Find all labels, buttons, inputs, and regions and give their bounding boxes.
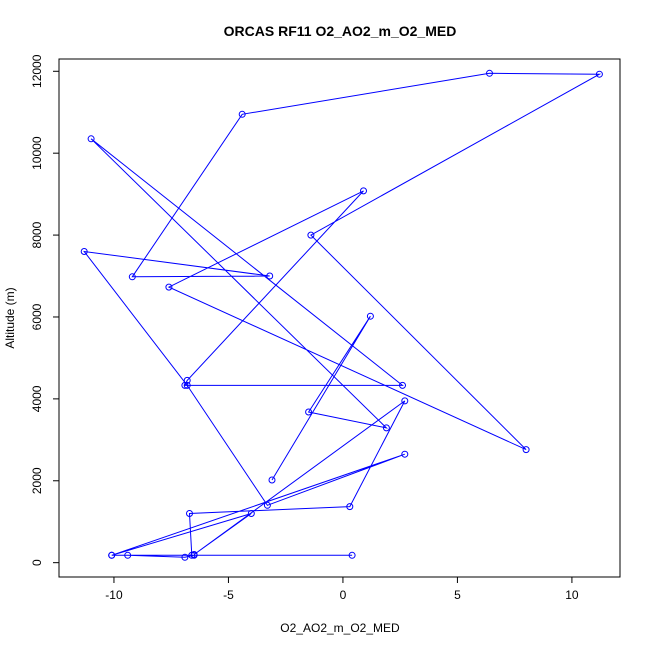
y-tick-label: 2000 (30, 467, 44, 494)
y-axis-label: Altitude (m) (3, 287, 17, 348)
series-layer (80, 69, 603, 561)
chart-title: ORCAS RF11 O2_AO2_m_O2_MED (224, 23, 457, 39)
data-point (190, 551, 198, 558)
y-axis: 0 2000 4000 6000 8000 10000 12000 (30, 54, 59, 566)
data-point (401, 397, 409, 405)
x-axis-label: O2_AO2_m_O2_MED (280, 621, 400, 635)
data-point (399, 381, 406, 389)
data-point (128, 273, 136, 281)
data-point (108, 551, 116, 559)
data-point (266, 272, 274, 280)
data-point (595, 70, 603, 78)
data-point (183, 381, 191, 389)
y-tick-label: 8000 (30, 221, 44, 248)
data-point (87, 135, 95, 143)
data-point (346, 503, 354, 511)
x-tick-label: 5 (454, 588, 461, 602)
x-axis: -10 -5 0 5 10 (105, 577, 579, 602)
data-point (247, 510, 255, 517)
data-point (80, 248, 88, 255)
data-point (305, 408, 313, 416)
y-tick-label: 0 (30, 559, 44, 566)
x-tick-label: -10 (105, 588, 123, 602)
data-point (348, 551, 356, 559)
data-point (382, 424, 390, 432)
data-point (124, 551, 132, 559)
series-line (83, 72, 602, 558)
data-point (360, 187, 367, 195)
data-point (268, 476, 276, 484)
x-tick-label: -5 (223, 588, 234, 602)
y-tick-label: 12000 (30, 54, 44, 88)
data-point (165, 283, 173, 291)
data-point (263, 501, 271, 509)
y-tick-label: 6000 (30, 303, 44, 330)
data-point (307, 231, 315, 239)
data-point (181, 381, 189, 389)
x-tick-label: 10 (565, 588, 579, 602)
x-tick-label: 0 (340, 588, 347, 602)
data-point (238, 110, 246, 118)
data-point (522, 446, 530, 454)
data-point (186, 510, 193, 517)
y-tick-label: 10000 (30, 136, 44, 170)
data-point (181, 553, 189, 561)
plot-frame (58, 58, 621, 578)
data-point (486, 69, 493, 77)
data-point (366, 312, 374, 320)
y-tick-label: 4000 (30, 385, 44, 412)
data-point (401, 450, 409, 458)
